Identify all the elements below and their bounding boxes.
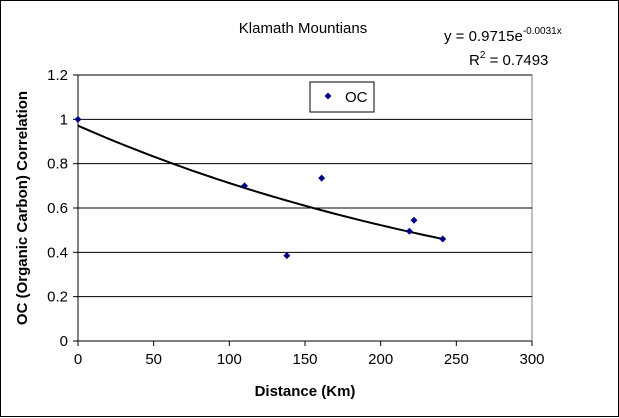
y-tick-label: 0.2 [47, 289, 68, 306]
legend-box [309, 81, 375, 113]
data-point-oc [74, 115, 82, 123]
y-tick-label: 1.2 [47, 67, 68, 84]
data-point-oc [439, 235, 447, 243]
r-squared: R2 = 0.7493 [469, 50, 548, 69]
equation-prefix: y = 0.9715e [444, 28, 523, 45]
legend: OC [309, 81, 375, 113]
y-tick-label: 0.4 [47, 244, 68, 261]
data-point-oc [240, 182, 248, 190]
x-tick-label: 300 [519, 351, 544, 368]
gridlines [78, 74, 532, 298]
equation-exponent: -0.0031x [523, 26, 562, 37]
data-points [74, 115, 447, 260]
x-tick-label: 100 [217, 351, 242, 368]
trendline [77, 124, 443, 240]
r2-prefix: R [469, 52, 480, 69]
y-axis-label: OC (Organic Carbon) Correlation [14, 91, 31, 325]
chart-title: Klamath Mountians [239, 20, 367, 37]
trendline-equation: y = 0.9715e-0.0031x [444, 26, 562, 45]
x-tick-label: 250 [444, 351, 469, 368]
x-axis-label: Distance (Km) [255, 383, 356, 400]
x-tick-label: 200 [368, 351, 393, 368]
data-point-oc [410, 216, 418, 224]
x-tick-label: 150 [292, 351, 317, 368]
x-tick-labels: 0 50 100 150 200 250 300 [74, 351, 545, 368]
data-point-oc [318, 174, 326, 182]
y-tick-label: 1 [60, 111, 68, 128]
data-point-oc [283, 252, 291, 260]
r2-suffix: = 0.7493 [485, 52, 548, 69]
legend-marker-oc [324, 92, 332, 100]
x-tick-label: 0 [74, 351, 82, 368]
data-point-oc [405, 227, 413, 235]
y-tick-label: 0.8 [47, 156, 68, 173]
y-tick-label: 0.6 [47, 200, 68, 217]
y-tick-label: 0 [60, 333, 68, 350]
y-tick-labels: 0 0.2 0.4 0.6 0.8 1 1.2 [47, 67, 68, 350]
legend-label-oc: OC [345, 89, 368, 106]
r2-exponent: 2 [480, 50, 486, 61]
x-tick-label: 50 [145, 351, 162, 368]
